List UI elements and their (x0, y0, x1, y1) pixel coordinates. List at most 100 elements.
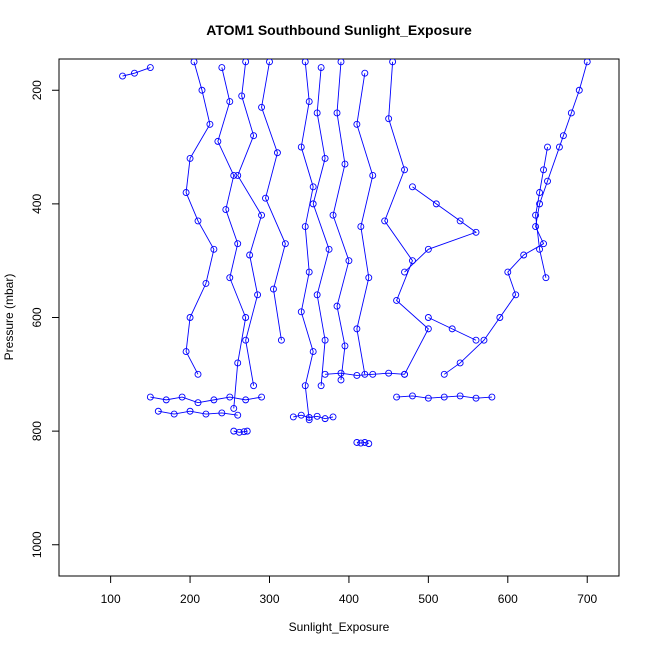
data-point (365, 274, 373, 282)
y-tick-label: 400 (30, 194, 44, 214)
data-point (182, 189, 190, 196)
data-point (337, 369, 345, 377)
data-point (210, 245, 218, 253)
data-point (305, 268, 313, 276)
data-point (182, 348, 190, 356)
series-line (237, 61, 263, 386)
data-point (365, 440, 373, 448)
x-tick-label: 400 (339, 592, 359, 606)
data-point (488, 393, 496, 401)
x-tick-label: 100 (101, 592, 121, 606)
data-point (186, 314, 194, 321)
data-point (321, 154, 329, 162)
data-point (258, 103, 266, 111)
series-line (396, 395, 492, 399)
data-point (424, 325, 432, 333)
data-point (385, 115, 393, 123)
data-point (254, 291, 262, 299)
data-point (258, 211, 266, 219)
data-point (146, 393, 154, 401)
data-point (234, 240, 242, 248)
data-point (250, 132, 258, 140)
y-axis-label: Pressure (mbar) (2, 274, 16, 361)
data-point (424, 245, 432, 253)
data-point (321, 336, 329, 344)
data-point (234, 411, 242, 419)
data-point (401, 370, 408, 378)
data-point (389, 59, 397, 66)
data-point (448, 325, 456, 333)
data-point (544, 177, 551, 185)
data-point (424, 394, 432, 402)
data-point (202, 410, 210, 418)
data-point (341, 160, 349, 168)
data-point (281, 240, 289, 248)
series-line (332, 61, 350, 381)
data-point (305, 414, 313, 421)
series-line (428, 317, 477, 341)
data-point (305, 98, 313, 106)
data-point (305, 416, 313, 424)
series-line (404, 186, 477, 273)
y-axis: 200 400 600 800 1000 (30, 80, 59, 558)
data-point (401, 268, 408, 276)
data-point (325, 245, 333, 253)
series-line (122, 67, 151, 77)
data-point (270, 285, 277, 293)
data-point (178, 393, 186, 401)
series-line (356, 73, 374, 375)
data-point (162, 396, 170, 404)
data-point (544, 143, 551, 151)
data-point (361, 439, 369, 446)
data-point (262, 194, 269, 202)
x-tick-label: 200 (180, 592, 200, 606)
data-point (297, 308, 305, 316)
data-point (536, 189, 544, 196)
y-tick-label: 800 (30, 421, 44, 441)
data-point (536, 200, 544, 208)
data-point (301, 59, 309, 66)
data-point (226, 98, 234, 106)
data-point (472, 394, 480, 402)
data-point (369, 370, 377, 378)
y-tick-label: 200 (30, 80, 44, 100)
data-point (309, 348, 317, 356)
data-point (329, 413, 337, 421)
series-line (217, 67, 247, 409)
data-point (226, 274, 234, 282)
series-line (185, 61, 215, 375)
data-point (381, 217, 389, 225)
data-point (297, 143, 305, 151)
x-axis-label: Sunlight_Exposure (289, 620, 390, 634)
data-point (309, 200, 317, 208)
series-line (384, 61, 429, 375)
data-point (119, 72, 126, 80)
data-point (385, 369, 393, 377)
data-point (393, 393, 401, 401)
data-point (456, 359, 464, 367)
data-point (242, 336, 250, 344)
data-point (226, 393, 234, 401)
data-point (154, 407, 162, 415)
data-point (210, 396, 218, 404)
data-point (313, 109, 321, 117)
data-point (504, 268, 512, 276)
data-point (345, 257, 353, 265)
data-point (273, 149, 281, 157)
data-point (277, 336, 285, 344)
plot-area (119, 59, 591, 448)
y-tick-label: 1000 (30, 531, 44, 558)
data-point (409, 257, 416, 265)
data-point (317, 64, 325, 71)
data-point (301, 223, 309, 231)
data-point (357, 223, 365, 231)
data-point (194, 370, 202, 378)
data-point (369, 172, 377, 179)
data-point (242, 396, 250, 404)
data-point (313, 412, 321, 420)
data-point (206, 120, 214, 128)
data-point (512, 291, 520, 299)
y-tick-label: 600 (30, 307, 44, 327)
x-tick-label: 300 (259, 592, 279, 606)
